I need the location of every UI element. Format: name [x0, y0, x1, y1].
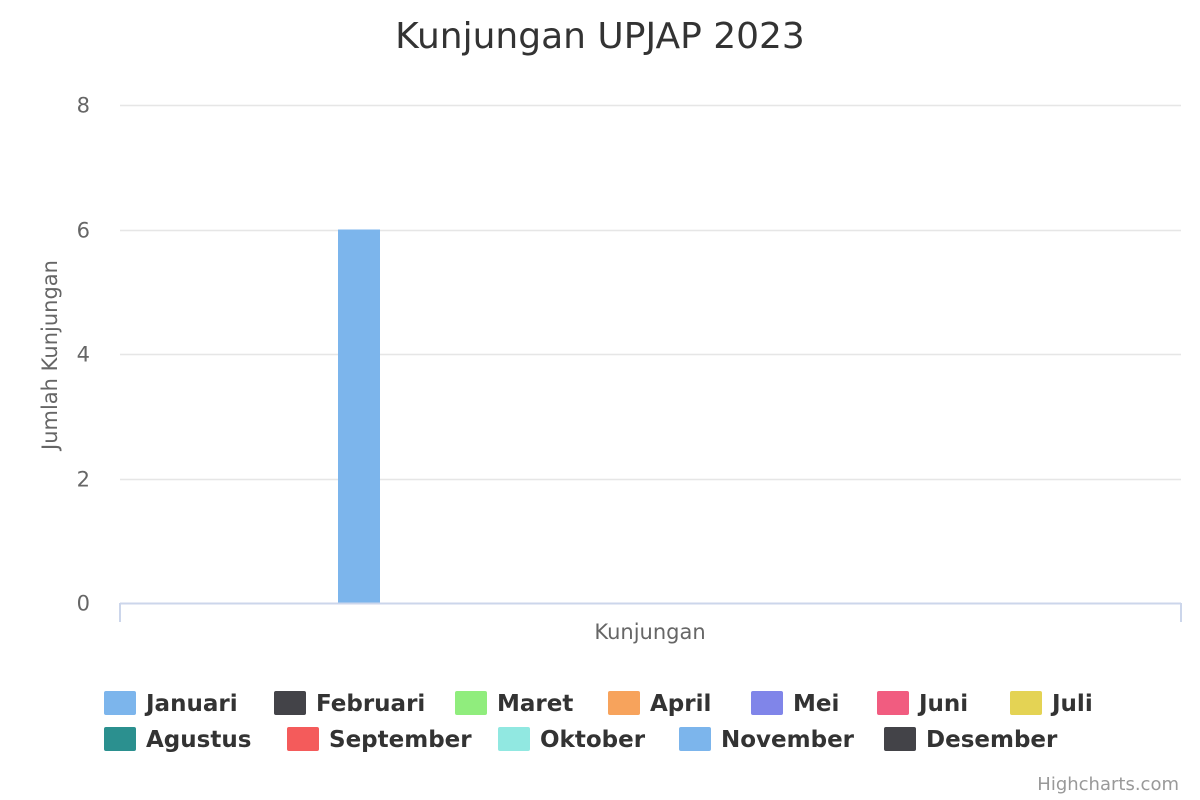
legend-swatch	[287, 727, 319, 751]
legend-item-maret[interactable]: Maret	[455, 691, 573, 717]
y-tick-label: 2	[77, 468, 90, 492]
credits-link[interactable]: Highcharts.com	[1037, 774, 1179, 795]
legend-item-juli[interactable]: Juli	[1010, 691, 1093, 717]
chart-title: Kunjungan UPJAP 2023	[395, 16, 805, 57]
bar-januari[interactable]	[338, 229, 380, 604]
legend-label: Februari	[316, 691, 425, 717]
legend-item-april[interactable]: April	[608, 691, 711, 717]
legend-item-agustus[interactable]: Agustus	[104, 727, 251, 753]
legend-swatch	[884, 727, 916, 751]
legend-label: Maret	[497, 691, 573, 717]
x-axis	[119, 602, 1182, 622]
legend-label: Desember	[926, 727, 1058, 753]
legend-swatch	[751, 691, 783, 715]
legend-label: Mei	[793, 691, 839, 717]
bar-series	[338, 229, 380, 604]
legend-label: Juli	[1050, 691, 1093, 717]
legend-label: April	[650, 691, 711, 717]
y-axis-title: Jumlah Kunjungan	[38, 260, 62, 452]
legend-item-februari[interactable]: Februari	[274, 691, 425, 717]
legend: Januari Februari Maret April Mei Juni Juli Agus…	[104, 691, 1093, 753]
legend-label: Juni	[917, 691, 968, 717]
y-axis-tick-labels: 0 2 4 6 8	[77, 94, 90, 616]
legend-item-januari[interactable]: Januari	[104, 691, 238, 717]
legend-item-mei[interactable]: Mei	[751, 691, 839, 717]
x-axis-category-label: Kunjungan	[594, 620, 705, 644]
y-tick-label: 4	[77, 343, 90, 367]
legend-swatch	[679, 727, 711, 751]
legend-label: Oktober	[540, 727, 646, 753]
y-tick-label: 6	[77, 219, 90, 243]
legend-swatch	[274, 691, 306, 715]
y-tick-label: 0	[77, 592, 90, 616]
legend-swatch	[104, 691, 136, 715]
legend-label: Januari	[144, 691, 238, 717]
legend-item-oktober[interactable]: Oktober	[498, 727, 646, 753]
legend-swatch	[1010, 691, 1042, 715]
legend-item-juni[interactable]: Juni	[877, 691, 968, 717]
legend-swatch	[608, 691, 640, 715]
legend-label: Agustus	[146, 727, 251, 753]
legend-swatch	[498, 727, 530, 751]
legend-swatch	[104, 727, 136, 751]
legend-item-november[interactable]: November	[679, 727, 855, 753]
legend-swatch	[455, 691, 487, 715]
grid-lines	[120, 104, 1181, 481]
legend-label: September	[329, 727, 472, 753]
legend-label: November	[721, 727, 855, 753]
legend-item-september[interactable]: September	[287, 727, 472, 753]
legend-item-desember[interactable]: Desember	[884, 727, 1058, 753]
y-tick-label: 8	[77, 94, 90, 118]
legend-swatch	[877, 691, 909, 715]
